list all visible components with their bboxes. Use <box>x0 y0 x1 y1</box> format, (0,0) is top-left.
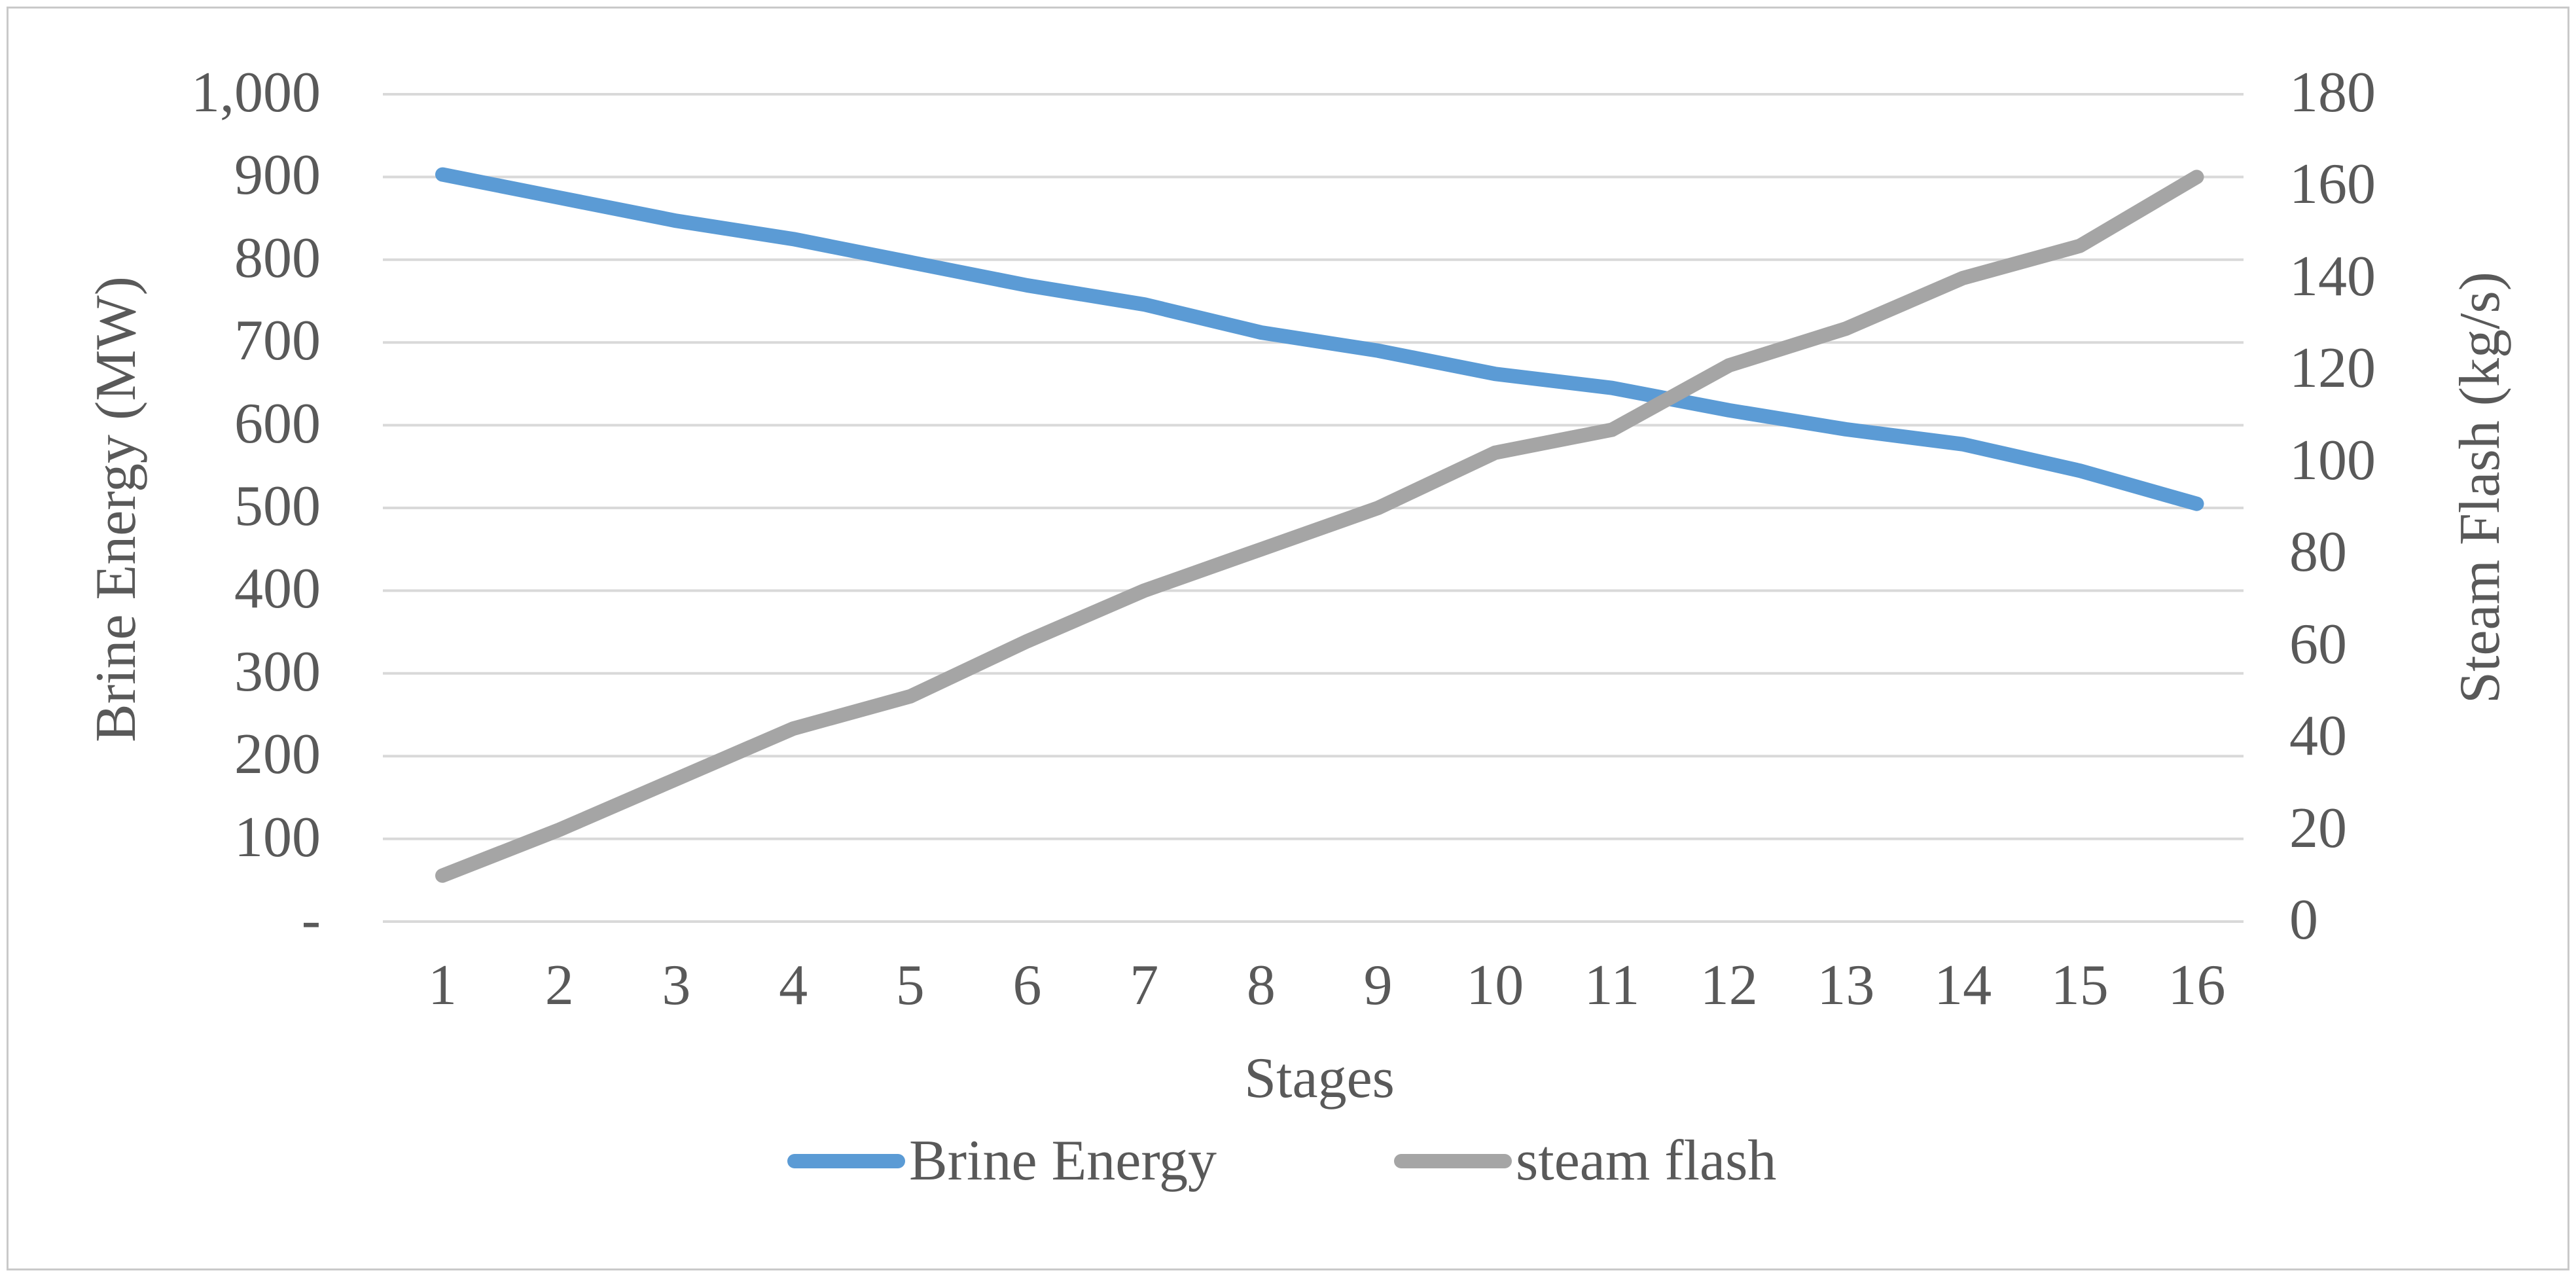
right-axis-tick-label: 80 <box>2289 520 2347 585</box>
x-axis-tick-label: 9 <box>1363 954 1393 1017</box>
x-axis-tick-label: 16 <box>2168 954 2226 1017</box>
x-axis-tick-label: 11 <box>1584 954 1640 1017</box>
x-axis-tick-label: 7 <box>1130 954 1159 1017</box>
x-axis-tick-label: 10 <box>1466 954 1524 1017</box>
right-axis-title: Steam Flash (kg/s) <box>2448 272 2512 704</box>
x-axis-tick-label: 5 <box>895 954 925 1017</box>
x-axis-title: Stages <box>1244 1047 1395 1110</box>
right-axis-tick-label: 180 <box>2289 61 2376 125</box>
legend-label-brine-energy: Brine Energy <box>909 1129 1217 1193</box>
left-axis-tick-label: 100 <box>234 805 321 869</box>
x-axis-tick-label: 6 <box>1012 954 1042 1017</box>
left-axis-title: Brine Energy (MW) <box>84 276 148 742</box>
legend-label-steam-flash: steam flash <box>1516 1129 1777 1193</box>
x-axis-tick-label: 14 <box>1934 954 1992 1017</box>
legend-swatch-steam-flash <box>1394 1154 1512 1168</box>
x-axis-tick-label: 15 <box>2050 954 2109 1017</box>
right-axis-tick-label: 0 <box>2289 888 2318 952</box>
x-axis-tick-label: 12 <box>1700 954 1758 1017</box>
x-axis-tick-label: 3 <box>662 954 691 1017</box>
x-axis-tick-label: 2 <box>545 954 574 1017</box>
left-axis-tick-label: 300 <box>234 640 321 704</box>
brine-energy-line <box>435 167 2204 511</box>
x-axis-tick-label: 13 <box>1817 954 1875 1017</box>
left-axis-tick-label: 700 <box>234 309 321 373</box>
right-axis-tick-label: 100 <box>2289 429 2376 493</box>
left-axis-tick-label: 400 <box>234 557 321 621</box>
x-axis-tick-label: 1 <box>428 954 457 1017</box>
right-axis-tick-label: 140 <box>2289 245 2376 309</box>
right-axis-tick-label: 120 <box>2289 336 2376 401</box>
left-axis-tick-label: 200 <box>234 723 321 787</box>
left-axis-tick-label: 900 <box>234 143 321 207</box>
legend-item-steam-flash: steam flash <box>1394 1132 1776 1190</box>
right-axis-tick-label: 160 <box>2289 153 2376 217</box>
left-axis-tick-label: 600 <box>234 391 321 456</box>
left-axis-tick-label: 500 <box>234 475 321 539</box>
left-axis-tick-label: 1,000 <box>191 61 321 125</box>
left-axis-tick-label: 800 <box>234 226 321 291</box>
x-axis-tick-label: 4 <box>779 954 808 1017</box>
x-axis-tick-label: 8 <box>1246 954 1276 1017</box>
right-axis-tick-label: 60 <box>2289 612 2347 676</box>
right-axis-tick-label: 40 <box>2289 704 2347 768</box>
right-axis-tick-label: 20 <box>2289 796 2347 860</box>
legend-swatch-brine-energy <box>787 1154 905 1168</box>
steam-flash-line <box>435 170 2204 883</box>
legend-item-brine-energy: Brine Energy <box>787 1132 1217 1190</box>
left-axis-tick-label: - <box>301 888 321 952</box>
